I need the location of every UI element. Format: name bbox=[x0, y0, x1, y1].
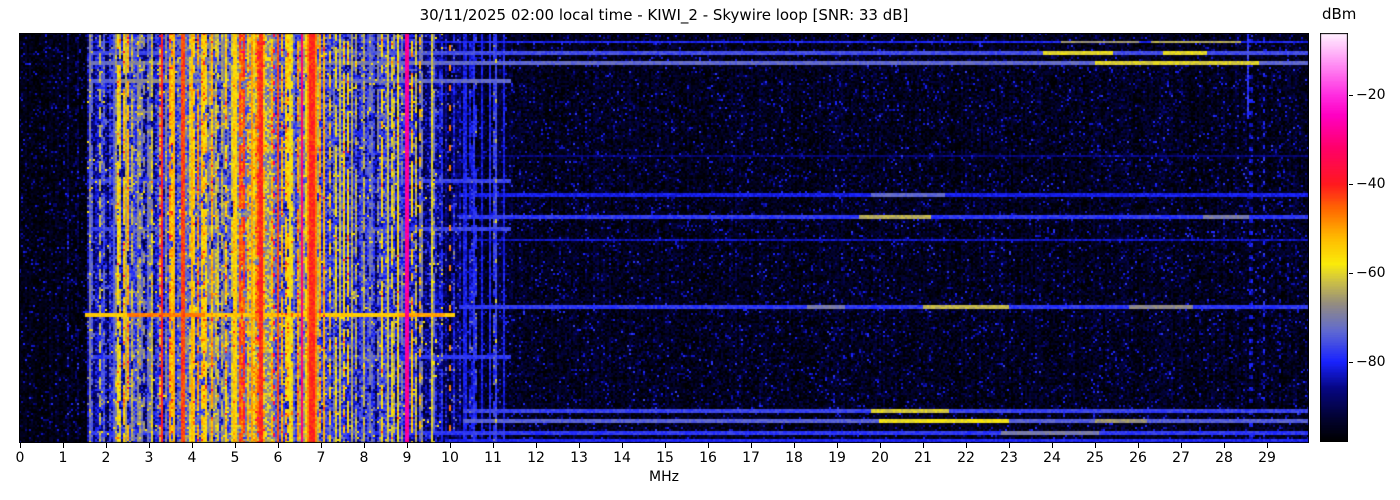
colorbar-tick bbox=[1349, 273, 1353, 274]
colorbar-tick bbox=[1349, 95, 1353, 96]
x-tick bbox=[278, 443, 279, 448]
x-tick bbox=[20, 443, 21, 448]
x-tick bbox=[1138, 443, 1139, 448]
x-tick bbox=[923, 443, 924, 448]
x-tick-label: 4 bbox=[187, 450, 197, 466]
x-tick bbox=[966, 443, 967, 448]
x-tick bbox=[149, 443, 150, 448]
x-tick-label: 27 bbox=[1172, 450, 1190, 466]
x-tick bbox=[708, 443, 709, 448]
x-tick bbox=[794, 443, 795, 448]
x-tick-label: 7 bbox=[316, 450, 326, 466]
x-tick-label: 10 bbox=[441, 450, 459, 466]
x-tick-label: 21 bbox=[914, 450, 932, 466]
x-tick bbox=[1052, 443, 1053, 448]
x-tick-label: 16 bbox=[699, 450, 717, 466]
x-tick bbox=[880, 443, 881, 448]
x-tick-label: 22 bbox=[957, 450, 975, 466]
x-tick bbox=[1224, 443, 1225, 448]
x-tick bbox=[1267, 443, 1268, 448]
x-tick-label: 14 bbox=[613, 450, 631, 466]
x-tick-label: 8 bbox=[359, 450, 369, 466]
x-tick-label: 18 bbox=[785, 450, 803, 466]
chart-title: 30/11/2025 02:00 local time - KIWI_2 - S… bbox=[419, 6, 909, 24]
spectrogram-heatmap-canvas bbox=[19, 33, 1309, 443]
x-tick-label: 23 bbox=[1000, 450, 1018, 466]
x-tick-label: 6 bbox=[273, 450, 283, 466]
x-tick-label: 28 bbox=[1215, 450, 1233, 466]
x-tick-label: 20 bbox=[871, 450, 889, 466]
x-tick bbox=[407, 443, 408, 448]
x-tick-label: 5 bbox=[230, 450, 240, 466]
x-tick bbox=[1181, 443, 1182, 448]
x-tick bbox=[364, 443, 365, 448]
x-tick-label: 2 bbox=[101, 450, 111, 466]
x-tick-label: 12 bbox=[527, 450, 545, 466]
colorbar-gradient bbox=[1320, 33, 1348, 442]
colorbar-tick-label: −20 bbox=[1356, 87, 1386, 103]
x-tick bbox=[450, 443, 451, 448]
x-tick-label: 0 bbox=[15, 450, 25, 466]
x-tick-label: 9 bbox=[402, 450, 412, 466]
x-tick bbox=[622, 443, 623, 448]
x-axis-label: MHz bbox=[649, 469, 679, 485]
x-tick-label: 15 bbox=[656, 450, 674, 466]
x-tick bbox=[63, 443, 64, 448]
x-tick-label: 3 bbox=[144, 450, 154, 466]
x-tick bbox=[493, 443, 494, 448]
x-tick-label: 24 bbox=[1043, 450, 1061, 466]
x-tick-label: 29 bbox=[1258, 450, 1276, 466]
colorbar-tick-label: −80 bbox=[1356, 354, 1386, 370]
x-tick-label: 11 bbox=[484, 450, 502, 466]
colorbar-tick bbox=[1349, 362, 1353, 363]
x-tick bbox=[665, 443, 666, 448]
x-tick bbox=[321, 443, 322, 448]
colorbar-tick-label: −40 bbox=[1356, 176, 1386, 192]
x-tick bbox=[751, 443, 752, 448]
x-tick bbox=[579, 443, 580, 448]
x-tick-label: 26 bbox=[1129, 450, 1147, 466]
x-tick bbox=[837, 443, 838, 448]
x-tick bbox=[192, 443, 193, 448]
x-tick bbox=[536, 443, 537, 448]
x-tick-label: 25 bbox=[1086, 450, 1104, 466]
x-tick bbox=[106, 443, 107, 448]
x-tick-label: 13 bbox=[570, 450, 588, 466]
x-tick bbox=[1009, 443, 1010, 448]
x-tick bbox=[235, 443, 236, 448]
colorbar-tick-label: −60 bbox=[1356, 265, 1386, 281]
x-tick bbox=[1095, 443, 1096, 448]
colorbar-tick bbox=[1349, 184, 1353, 185]
x-tick-label: 1 bbox=[58, 450, 68, 466]
x-tick-label: 17 bbox=[742, 450, 760, 466]
colorbar-label: dBm bbox=[1322, 5, 1357, 23]
x-tick-label: 19 bbox=[828, 450, 846, 466]
